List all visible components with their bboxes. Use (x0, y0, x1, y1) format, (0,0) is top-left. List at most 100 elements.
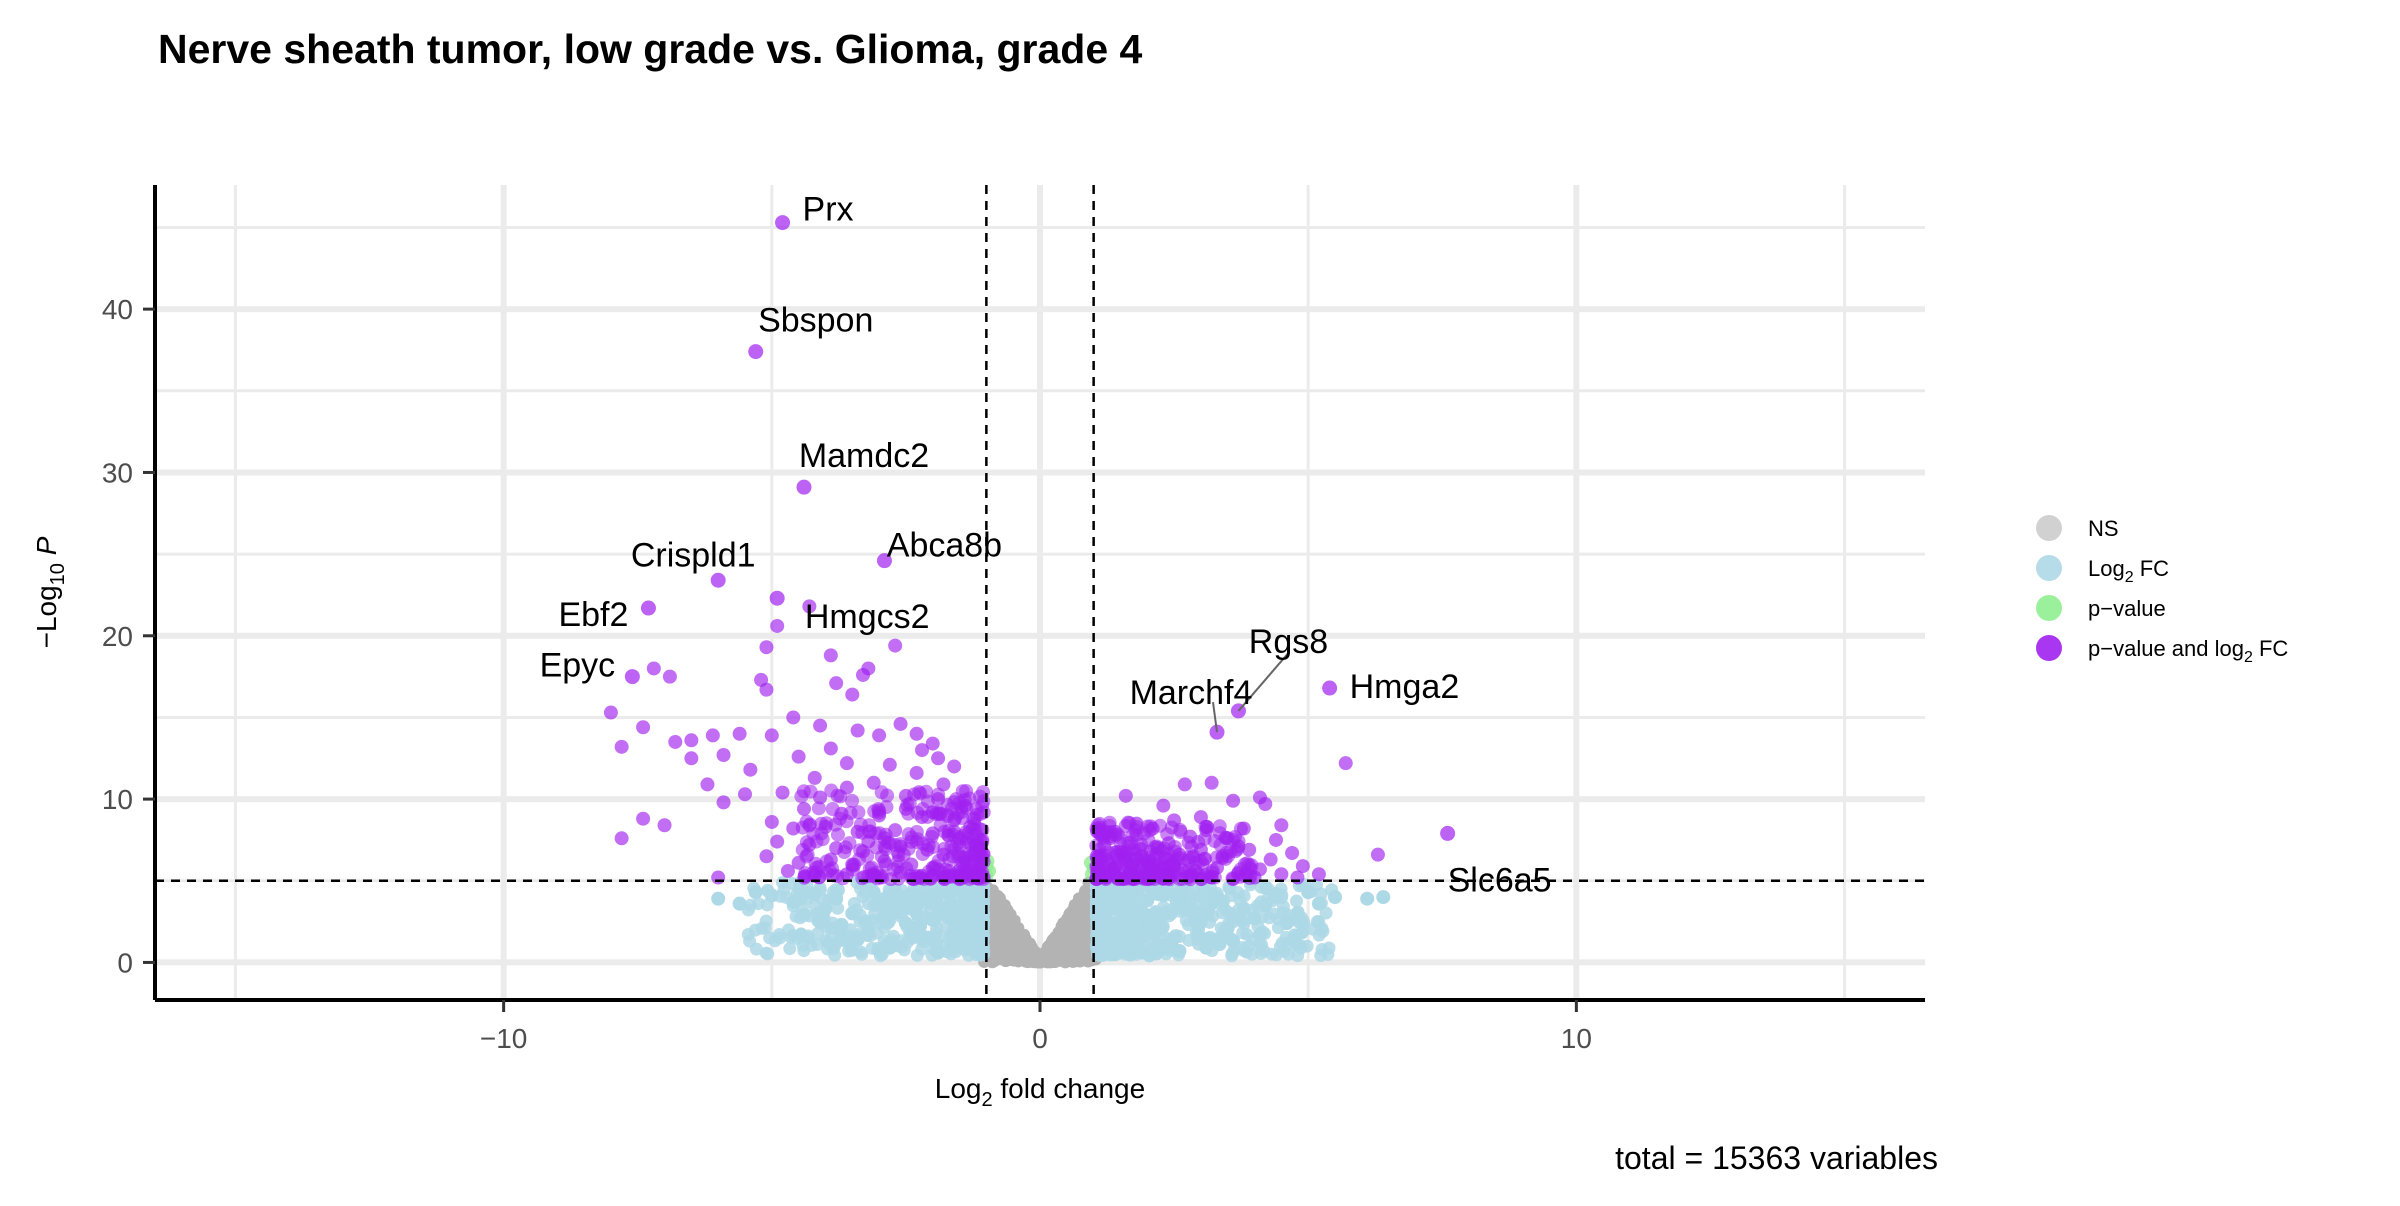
log2fc-point (783, 942, 797, 956)
significant-point (936, 847, 951, 862)
gene-label-prx: Prx (803, 191, 854, 229)
log2fc-point (898, 916, 913, 931)
log2fc-point (732, 896, 747, 911)
x-axis-title: Log2 fold change (935, 1073, 1145, 1111)
log2fc-point (1245, 947, 1259, 961)
significant-point (711, 870, 726, 885)
significant-point (1102, 857, 1117, 872)
significant-point (1295, 859, 1310, 874)
significant-point (1172, 847, 1187, 862)
log2fc-point (1220, 921, 1235, 936)
significant-point (909, 824, 924, 839)
legend-label-ns: NS (2088, 516, 2119, 541)
log2fc-point (947, 937, 962, 952)
significant-point (893, 839, 908, 854)
legend-key-both (2036, 635, 2062, 661)
log2fc-point (819, 934, 833, 948)
log2fc-point (1163, 943, 1177, 957)
log2fc-point (952, 914, 967, 929)
log2fc-point (1102, 916, 1117, 931)
significant-point (913, 786, 928, 801)
significant-point (614, 831, 629, 846)
log2fc-point (1193, 908, 1208, 923)
y-tick-label: 10 (102, 784, 133, 815)
significant-point (657, 818, 672, 833)
significant-point (646, 661, 661, 676)
log2fc-point (807, 886, 822, 901)
significant-point (716, 748, 731, 763)
log2fc-point (1115, 927, 1129, 941)
significant-point (1151, 841, 1165, 856)
significant-point (877, 831, 892, 846)
log2fc-point (893, 898, 908, 913)
log2fc-point (845, 906, 860, 921)
log2fc-point (786, 895, 801, 910)
log2fc-point (882, 940, 897, 955)
gene-label-marchf4: Marchf4 (1130, 674, 1253, 712)
legend-key-fc (2036, 555, 2062, 581)
significant-point (1204, 775, 1219, 790)
significant-point (815, 832, 830, 847)
significant-point (1274, 867, 1289, 882)
log2fc-point (1130, 947, 1144, 961)
significant-point (1212, 819, 1227, 834)
log2fc-point (920, 930, 935, 945)
significant-point (770, 618, 785, 633)
significant-point (909, 765, 924, 780)
y-tick-label: 40 (102, 294, 133, 325)
ns-point (1000, 949, 1013, 962)
log2fc-point (1089, 910, 1103, 924)
log2fc-point (842, 944, 856, 958)
significant-point (791, 749, 806, 764)
log2fc-point (974, 883, 988, 898)
x-tick-label: 10 (1561, 1023, 1592, 1054)
significant-point (925, 805, 940, 820)
significant-point (759, 682, 774, 697)
log2fc-point (1258, 898, 1273, 913)
log2fc-point (764, 888, 779, 903)
significant-point (898, 788, 913, 803)
log2fc-point (1277, 944, 1291, 958)
significant-point (1247, 870, 1262, 885)
labeled-point-hmga2 (1322, 680, 1338, 696)
log2fc-point (1252, 927, 1267, 942)
significant-point (925, 736, 940, 751)
log2fc-point (1247, 911, 1262, 926)
significant-point (797, 801, 811, 816)
significant-point (1129, 828, 1144, 843)
significant-point (931, 792, 946, 807)
ns-point (1059, 956, 1072, 969)
y-tick-label: 0 (117, 947, 133, 978)
significant-point (1242, 842, 1257, 857)
significant-point (603, 705, 618, 720)
significant-point (684, 733, 699, 748)
log2fc-point (957, 893, 972, 908)
significant-point (786, 710, 801, 725)
significant-point (931, 751, 946, 766)
significant-point (915, 810, 929, 825)
log2fc-point (1279, 916, 1294, 931)
log2fc-point (1134, 904, 1149, 919)
significant-point (947, 759, 962, 774)
log2fc-point (1285, 933, 1299, 947)
log2fc-point (1236, 901, 1251, 916)
significant-point (705, 728, 720, 743)
log2fc-point (1290, 906, 1305, 921)
gene-label-hmgcs2: Hmgcs2 (805, 598, 930, 636)
log2fc-point (1172, 944, 1187, 959)
significant-point (1252, 790, 1267, 805)
log2fc-point (1226, 934, 1241, 949)
labeled-point-mamdc2 (796, 479, 812, 495)
significant-point (957, 850, 972, 865)
log2fc-point (741, 927, 755, 941)
significant-point (770, 834, 785, 849)
x-tick-label: −10 (480, 1023, 528, 1054)
significant-point (925, 826, 940, 841)
significant-point (1204, 870, 1219, 885)
ns-point (1077, 954, 1090, 967)
labeled-point-crispld1 (710, 572, 726, 588)
log2fc-point (931, 945, 946, 960)
log2fc-point (1204, 896, 1219, 911)
log2fc-point (963, 939, 978, 954)
